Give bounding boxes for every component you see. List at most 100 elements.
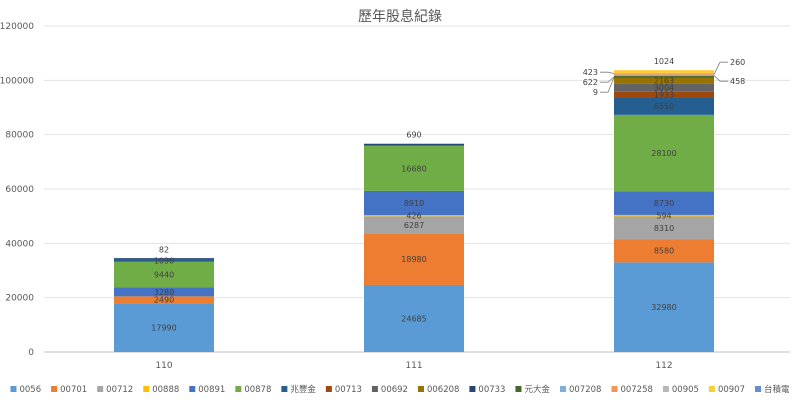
- legend-item: 007208: [559, 385, 601, 395]
- data-label: 260: [730, 58, 745, 67]
- bar-segment: [614, 74, 714, 77]
- data-label: 8910: [404, 199, 424, 208]
- data-label: 3004: [654, 84, 674, 93]
- bar-segment: [614, 91, 714, 98]
- bar-segment: [364, 216, 464, 234]
- legend-label: 台積電: [764, 384, 790, 395]
- legend-swatch: [662, 386, 669, 392]
- legend-label: 007208: [569, 385, 601, 395]
- legend-swatch: [559, 386, 566, 392]
- legend-item: 00878: [235, 385, 271, 395]
- x-tick-label: 111: [405, 361, 422, 371]
- legend-item: 0056: [10, 385, 41, 395]
- legend-label: 元大金: [524, 384, 550, 395]
- bar-segment: [614, 262, 714, 352]
- legend-item: 00891: [189, 385, 225, 395]
- legend-label: 00891: [198, 385, 225, 395]
- legend-swatch: [515, 386, 522, 392]
- legend-swatch: [189, 386, 196, 392]
- legend-swatch: [235, 386, 242, 392]
- legend-swatch: [51, 386, 58, 392]
- legend-label: 00905: [672, 385, 699, 395]
- legend-item: 00888: [143, 385, 179, 395]
- bar-segment: [614, 83, 714, 92]
- legend-swatch: [97, 386, 104, 392]
- data-label: 426: [406, 212, 421, 221]
- legend-swatch: [143, 386, 150, 392]
- legend-label: 00713: [335, 385, 362, 395]
- data-label: 24685: [401, 314, 426, 323]
- legend-swatch: [10, 386, 17, 392]
- legend-item: 007258: [611, 385, 653, 395]
- legend-swatch: [281, 386, 288, 392]
- data-label: 2490: [154, 296, 174, 305]
- legend-item: 元大金: [515, 384, 550, 395]
- legend-swatch: [417, 386, 424, 392]
- legend-label: 00907: [718, 385, 745, 395]
- bar-segment: [614, 76, 714, 78]
- legend: 0056 00701 00712 00888 00891 00878 兆豐金 00713 006…: [10, 384, 790, 395]
- data-label: 3280: [154, 288, 174, 297]
- bars: [114, 70, 714, 352]
- bar-segment: [114, 296, 214, 304]
- y-tick-label: 20000: [5, 294, 34, 304]
- leader-line: [600, 77, 615, 93]
- bar-segment: [614, 239, 714, 263]
- chart-title: 歷年股息紀錄: [358, 8, 442, 25]
- legend-item: 00907: [708, 385, 745, 395]
- legend-item: 00692: [371, 385, 408, 395]
- data-label: 8310: [654, 224, 674, 233]
- y-tick-label: 40000: [5, 239, 34, 249]
- x-tick-label: 112: [655, 361, 672, 371]
- legend-label: 00733: [478, 385, 505, 395]
- bar-segment: [364, 215, 464, 217]
- x-axis: 110 111 112: [155, 361, 672, 371]
- data-label: 423: [583, 68, 598, 77]
- bar-segment: [614, 114, 714, 192]
- leader-line: [600, 71, 615, 74]
- bar-segment: [364, 145, 464, 191]
- legend-item: 00713: [325, 385, 362, 395]
- bar-segment: [364, 284, 464, 352]
- data-label: 458: [730, 77, 745, 86]
- legend-label: 0056: [19, 385, 41, 395]
- legend-item: 台積電: [754, 384, 790, 395]
- bar-segment: [614, 74, 714, 75]
- legend-swatch: [754, 386, 761, 392]
- data-label: 6550: [654, 102, 674, 111]
- legend-swatch: [611, 386, 618, 392]
- legend-label: 00701: [60, 385, 87, 395]
- y-tick-label: 60000: [5, 185, 34, 195]
- legend-label: 007258: [620, 385, 652, 395]
- y-tick-label: 120000: [0, 22, 34, 32]
- legend-swatch: [325, 386, 332, 392]
- bar-segment: [614, 191, 714, 215]
- bar-segment: [114, 261, 214, 288]
- data-label: 8580: [654, 247, 674, 256]
- data-label: 1933: [654, 90, 674, 99]
- data-label: 1090: [154, 256, 174, 265]
- bar-segment: [614, 216, 714, 240]
- legend-item: 006208: [417, 385, 459, 395]
- bar-segment: [614, 77, 714, 84]
- data-label: 17990: [151, 324, 176, 333]
- data-label: 9: [593, 88, 598, 97]
- legend-label: 00712: [106, 385, 133, 395]
- bar-segment: [614, 214, 714, 217]
- y-tick-label: 80000: [5, 131, 34, 141]
- bar-segment: [614, 97, 714, 115]
- x-tick-label: 110: [155, 361, 172, 371]
- leader-line: [600, 76, 615, 83]
- legend-item: 00905: [662, 385, 699, 395]
- legend-item: 兆豐金: [281, 384, 316, 395]
- legend-label: 00692: [381, 385, 408, 395]
- y-tick-label: 0: [28, 348, 34, 358]
- data-label: 18980: [401, 255, 426, 264]
- legend-item: 00733: [469, 385, 505, 395]
- legend-item: 00712: [97, 385, 133, 395]
- leader-line: [713, 61, 728, 75]
- bar-segment: [614, 72, 714, 75]
- data-label: 82: [159, 246, 169, 255]
- leader-line: [713, 75, 728, 82]
